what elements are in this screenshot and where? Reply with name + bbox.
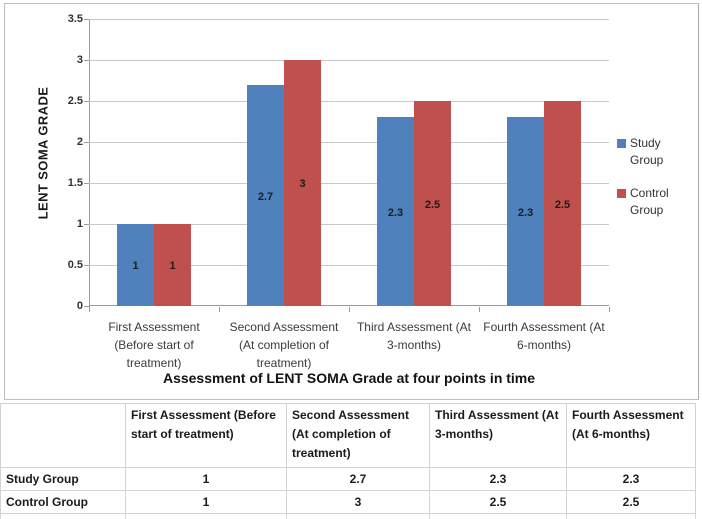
table-value-cell: 2.3 [430,468,567,491]
table-empty-stub-cell [1,514,126,519]
table-value-cell: 3 [287,491,430,514]
y-axis-tick-label: 3 [76,54,83,66]
bar-data-label: 2.7 [257,190,274,203]
y-axis-tick-mark [84,19,89,20]
bar-data-label: 2.3 [517,206,534,219]
x-axis-tick-mark [349,307,350,312]
table-empty-stub-cell [430,514,567,519]
chart-frame: LENT SOMA GRADE 1 1 2.7 3 2.3 2.5 2.3 2.5 Asses… [4,3,699,400]
x-axis-tick-mark [89,307,90,312]
y-axis-tick-mark [84,265,89,266]
y-gridline [89,101,609,102]
x-category-label: Fourth Assessment (At 6-months) [483,320,605,352]
x-category-label: Second Assessment (At completion of trea… [229,320,339,370]
bar-data-label: 2.5 [554,198,571,211]
table-column-header: Third Assessment (At 3-months) [430,404,567,468]
table-value-cell: 2.3 [567,468,696,491]
chart-title: Assessment of LENT SOMA Grade at four po… [162,370,536,386]
y-gridline [89,265,609,266]
legend-item: Control Group [617,185,695,219]
table-row-label: Study Group [1,468,126,491]
x-axis-tick-mark [609,307,610,312]
table-value-cell: 2.5 [567,491,696,514]
y-axis-tick-label: 1.5 [67,177,83,189]
bar-study-group: 2.7 [247,85,284,306]
y-axis-tick-label: 0 [76,300,83,312]
x-category-label: First Assessment (Before start of treatm… [108,320,200,370]
x-axis-tick-mark [219,307,220,312]
x-axis-tick-mark [479,307,480,312]
y-axis-tick-label: 1 [76,218,83,230]
table-value-cell: 1 [126,468,287,491]
data-table: First Assessment (Before start of treatm… [0,403,696,519]
y-gridline [89,19,609,20]
y-axis-tick-mark [84,101,89,102]
table-empty-stub-cell [287,514,430,519]
legend-swatch-icon [617,139,626,148]
bar-data-label: 1 [132,260,139,272]
legend-item: Study Group [617,135,695,169]
y-axis-tick-label: 3.5 [67,13,83,25]
table-row-label: Control Group [1,491,126,514]
bar-study-group: 2.3 [377,117,414,306]
table-column-header: First Assessment (Before start of treatm… [126,404,287,468]
legend-label: Study Group [630,136,664,167]
table-value-cell: 2.7 [287,468,430,491]
legend: Study Group Control Group [617,135,695,235]
table-column-header: Fourth Assessment (At 6-months) [567,404,696,468]
y-gridline [89,142,609,143]
y-axis-tick-label: 0.5 [67,259,83,271]
table-empty-stub-cell [567,514,696,519]
table-value-cell: 2.5 [430,491,567,514]
y-axis-tick-mark [84,60,89,61]
y-axis-tick-mark [84,183,89,184]
bar-data-label: 2.3 [387,206,404,219]
y-axis-line [89,19,90,307]
bar-data-label: 3 [299,178,306,190]
y-gridline [89,183,609,184]
bar-control-group: 3 [284,60,321,306]
bar-control-group: 2.5 [544,101,581,306]
bar-study-group: 2.3 [507,117,544,306]
x-category-label: Third Assessment (At 3-months) [356,320,472,352]
y-gridline [89,224,609,225]
legend-swatch-icon [617,189,626,198]
y-gridline [89,60,609,61]
x-axis-line [89,305,609,306]
y-axis-tick-mark [84,142,89,143]
table-value-cell: 1 [126,491,287,514]
y-axis-tick-mark [84,306,89,307]
table-empty-stub-cell [126,514,287,519]
bar-data-label: 1 [169,260,176,272]
table-column-header: Second Assessment (At completion of trea… [287,404,430,468]
bar-study-group: 1 [117,224,154,306]
bar-control-group: 1 [154,224,191,306]
plot-area: 1 1 2.7 3 2.3 2.5 2.3 2.5 [89,19,609,306]
legend-label: Control Group [630,186,669,217]
y-axis-tick-label: 2 [76,136,83,148]
table-corner-cell [1,404,126,468]
bar-data-label: 2.5 [424,198,441,211]
y-axis-tick-mark [84,224,89,225]
bar-control-group: 2.5 [414,101,451,306]
y-axis-tick-label: 2.5 [67,95,83,107]
